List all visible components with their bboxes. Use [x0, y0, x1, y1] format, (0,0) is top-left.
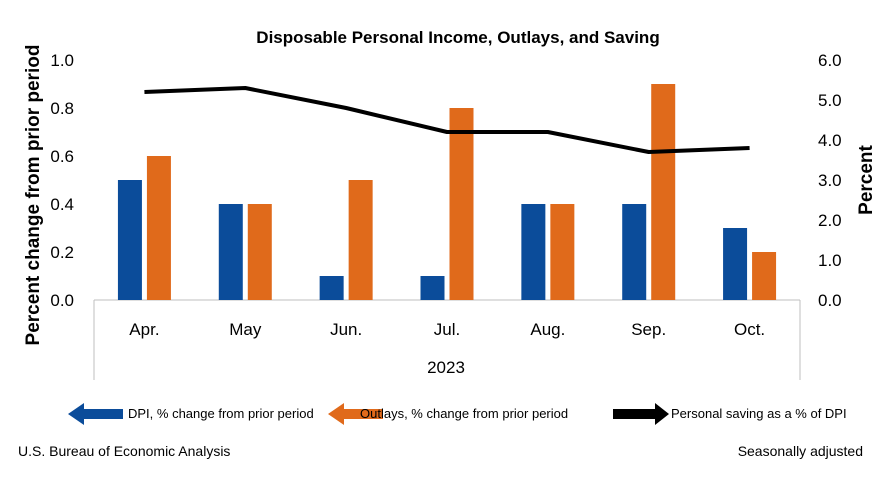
y-tick-label: 0.8 — [50, 99, 74, 118]
y-tick-label: 0.0 — [50, 291, 74, 310]
y2-axis-label: Percent — [856, 144, 877, 214]
x-group-label: 2023 — [427, 358, 465, 377]
outlays-bar — [550, 204, 575, 300]
y2-tick-label: 3.0 — [818, 171, 842, 190]
y-axis-label: Percent change from prior period — [23, 45, 44, 346]
x-tick-label: Jun. — [330, 320, 362, 339]
seasonal-note: Seasonally adjusted — [738, 443, 863, 459]
x-tick-label: Apr. — [129, 320, 159, 339]
x-tick-label: May — [229, 320, 262, 339]
dpi-bar — [723, 228, 748, 300]
dpi-bar — [521, 204, 546, 300]
plot-area: 0.0 0.2 0.4 0.6 0.8 1.0 0.0 1.0 2.0 3.0 4.0 5.0 6.0 A… — [50, 51, 842, 380]
dpi-bar — [218, 204, 243, 300]
y2-tick-label: 1.0 — [818, 251, 842, 270]
y2-tick-label: 4.0 — [818, 131, 842, 150]
outlays-bar — [651, 84, 676, 300]
chart-title: Disposable Personal Income, Outlays, and… — [256, 28, 659, 47]
y-tick-label: 0.6 — [50, 147, 74, 166]
y2-tick-label: 2.0 — [818, 211, 842, 230]
dpi-bar — [622, 204, 647, 300]
x-tick-label: Jul. — [434, 320, 460, 339]
source-note: U.S. Bureau of Economic Analysis — [18, 443, 230, 459]
saving-rate-line — [144, 86, 750, 154]
y2-tick-label: 6.0 — [818, 51, 842, 70]
y-tick-label: 1.0 — [50, 51, 74, 70]
outlays-bar — [449, 108, 474, 300]
legend-label: Outlays, % change from prior period — [360, 406, 568, 421]
x-tick-label: Sep. — [631, 320, 666, 339]
y2-tick-label: 0.0 — [818, 291, 842, 310]
x-tick-label: Aug. — [530, 320, 565, 339]
dpi-bar — [319, 276, 344, 300]
legend-swatch-arrow — [328, 403, 383, 425]
legend-label: Personal saving as a % of DPI — [671, 406, 847, 421]
outlays-bar — [146, 156, 171, 300]
y-tick-label: 0.2 — [50, 243, 74, 262]
x-tick-label: Oct. — [734, 320, 765, 339]
outlays-bar — [348, 180, 373, 300]
legend-swatch-arrow — [613, 403, 669, 425]
legend-swatch-arrow — [68, 403, 123, 425]
outlays-bar — [247, 204, 272, 300]
dpi-bar — [117, 180, 142, 300]
y2-tick-label: 5.0 — [818, 91, 842, 110]
dpi-bar — [420, 276, 445, 300]
legend-label: DPI, % change from prior period — [128, 406, 314, 421]
y-tick-label: 0.4 — [50, 195, 74, 214]
legend: DPI, % change from prior period Outlays, … — [68, 403, 847, 425]
outlays-bar — [752, 252, 777, 300]
